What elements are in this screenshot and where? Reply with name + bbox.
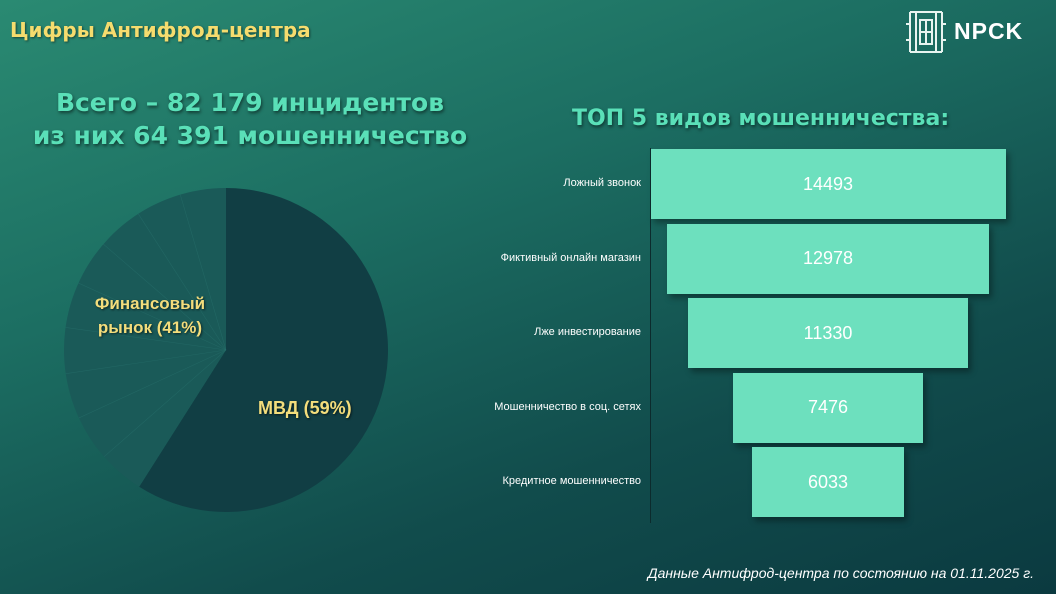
funnel-bar: 11330 [688, 298, 968, 368]
funnel-bar-value: 12978 [802, 248, 854, 268]
brand-name: NPCK [954, 18, 1024, 44]
funnel-category-label: Лже инвестирование [534, 326, 641, 338]
funnel-bar-value: 14493 [802, 173, 854, 194]
headline-fraud: из них 64 391 мошенничество [32, 121, 468, 150]
funnel-category-label: Мошенничество в соц. сетях [494, 400, 641, 413]
funnel-category-label: Кредитное мошенничество [502, 475, 641, 487]
funnel-bar: 12978 [667, 223, 989, 294]
pie-divider-line [103, 349, 227, 457]
pie-slice-mvd [139, 188, 388, 513]
page-title: Цифры Антифрод-центра [10, 18, 311, 42]
pie-label-financial-line1: Финансовый [94, 294, 206, 313]
funnel-bar-value: 11330 [803, 322, 853, 343]
building-emblem-icon [906, 11, 946, 53]
funnel-bar: 7476 [733, 372, 923, 443]
pie-label-financial: Финансовый рынок (41%) [80, 292, 220, 340]
pie-label-financial-line2: рынок (41%) [97, 318, 203, 337]
funnel-bar-value: 7476 [807, 397, 849, 417]
pie-divider-line [65, 349, 227, 374]
headline: Всего – 82 179 инцидентов из них 64 391 … [0, 86, 500, 152]
funnel-bar-value: 6033 [807, 471, 849, 492]
headline-total: Всего – 82 179 инцидентов [55, 88, 445, 117]
pie-divider-line [78, 349, 227, 419]
funnel-title: ТОП 5 видов мошенничества: [572, 106, 950, 131]
pie-label-mvd: МВД (59%) [258, 398, 352, 418]
footer-note: Данные Антифрод-центра по состоянию на 0… [647, 565, 1034, 581]
funnel-bar: 14493 [650, 149, 1006, 219]
funnel-category-label: Фиктивный онлайн магазин [500, 251, 641, 264]
funnel-bar: 6033 [752, 447, 904, 517]
funnel-category-label: Ложный звонок [563, 177, 641, 189]
funnel-axis [650, 148, 651, 523]
